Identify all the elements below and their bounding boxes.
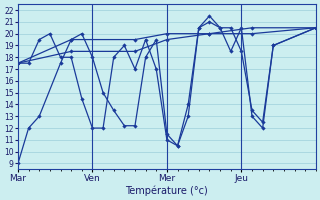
X-axis label: Température (°c): Température (°c)	[125, 185, 208, 196]
